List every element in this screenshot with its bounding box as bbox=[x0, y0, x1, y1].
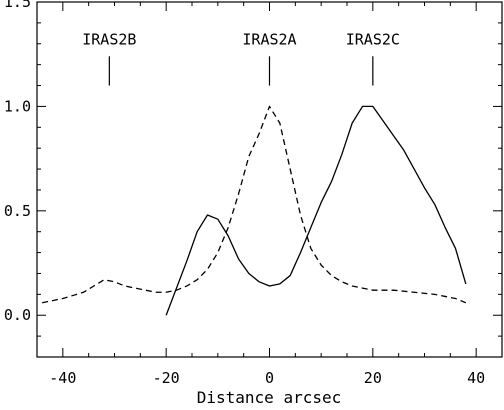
x-tick-label: 0 bbox=[265, 369, 274, 387]
x-axis-title: Distance arcsec bbox=[197, 388, 342, 407]
annotation-label: IRAS2B bbox=[82, 30, 136, 48]
y-tick-label: 0.0 bbox=[4, 306, 31, 324]
y-tick-label: 1.0 bbox=[4, 97, 31, 115]
axis-ticks: -40 -20 0 20 40 0.0 0.5 1.0 1.5 bbox=[4, 0, 503, 387]
x-tick-label: 20 bbox=[364, 369, 382, 387]
annotation-label: IRAS2A bbox=[242, 30, 296, 48]
x-tick-label: -40 bbox=[49, 369, 76, 387]
x-tick-label: -20 bbox=[153, 369, 180, 387]
annotation-layer: IRAS2B IRAS2A IRAS2C bbox=[82, 30, 400, 86]
x-tick-label: 40 bbox=[467, 369, 485, 387]
series-layer bbox=[42, 105, 467, 316]
y-tick-label: 0.5 bbox=[4, 202, 31, 220]
series-dashed-line bbox=[42, 105, 467, 304]
annotation-label: IRAS2C bbox=[346, 30, 400, 48]
plot-frame bbox=[36, 1, 503, 358]
series-solid-line bbox=[165, 105, 467, 316]
y-tick-label: 1.5 bbox=[4, 0, 31, 11]
